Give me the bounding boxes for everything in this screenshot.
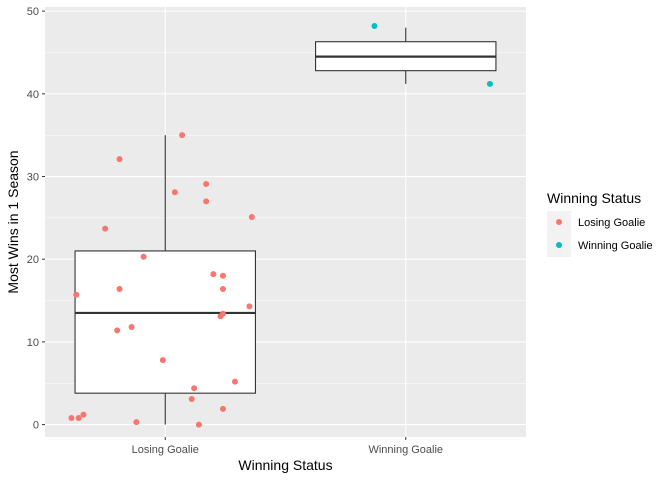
data-point [133, 419, 140, 426]
y-axis-ticks: 0 10 20 30 40 50 [27, 6, 45, 432]
data-point [73, 291, 80, 298]
x-tick-label: Losing Goalie [132, 444, 199, 456]
x-tick-label: Winning Goalie [368, 444, 443, 456]
legend: Winning Status Losing Goalie Winning Goa… [547, 190, 653, 257]
data-point [191, 385, 198, 392]
data-point [80, 411, 87, 418]
data-point [248, 214, 255, 221]
data-point [68, 414, 75, 421]
boxes [74, 41, 497, 394]
points [68, 23, 493, 428]
data-point [203, 198, 210, 205]
legend-label-losing-goalie: Losing Goalie [578, 217, 645, 229]
whiskers [164, 27, 407, 425]
data-point [75, 414, 82, 421]
x-axis-ticks: Losing Goalie Winning Goalie [132, 437, 443, 456]
box [74, 250, 256, 394]
data-point [219, 285, 226, 292]
y-tick-label: 40 [27, 89, 39, 101]
y-tick-label: 20 [27, 254, 39, 266]
legend-key-losing-goalie [556, 219, 562, 225]
data-point [246, 303, 253, 310]
data-point [219, 405, 226, 412]
data-point [219, 272, 226, 279]
data-point [179, 132, 186, 139]
data-point [128, 324, 135, 331]
data-point [114, 327, 121, 334]
data-point [188, 395, 195, 402]
data-point [116, 156, 123, 163]
y-tick-label: 50 [27, 6, 39, 18]
y-tick-label: 10 [27, 337, 39, 349]
data-point [102, 225, 109, 232]
x-axis-title: Winning Status [238, 457, 332, 473]
data-point [231, 378, 238, 385]
legend-label-winning-goalie: Winning Goalie [578, 240, 653, 252]
data-point [486, 80, 493, 87]
y-axis-title: Most Wins in 1 Season [5, 150, 21, 293]
data-point [171, 189, 178, 196]
data-point [217, 313, 224, 320]
y-tick-label: 0 [33, 420, 39, 432]
legend-key-winning-goalie [556, 242, 562, 248]
data-point [140, 253, 147, 260]
y-tick-label: 30 [27, 172, 39, 184]
data-point [210, 271, 217, 278]
data-point [203, 180, 210, 187]
data-point [116, 285, 123, 292]
legend-key-background [547, 211, 571, 257]
data-point [195, 421, 202, 428]
data-point [371, 23, 378, 30]
legend-title: Winning Status [547, 190, 641, 206]
data-point [159, 357, 166, 364]
